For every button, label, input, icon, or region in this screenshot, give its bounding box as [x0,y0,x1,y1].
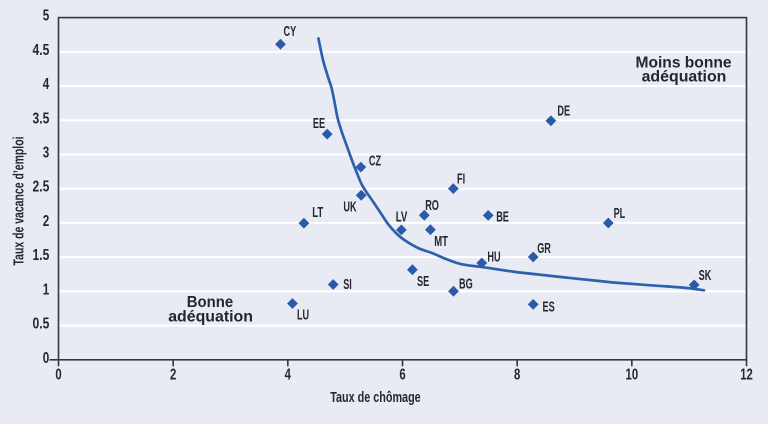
svg-text:PL: PL [614,206,626,222]
svg-text:FI: FI [457,172,465,188]
svg-text:adéquation: adéquation [168,309,253,326]
svg-text:3.5: 3.5 [33,110,50,127]
svg-text:2.5: 2.5 [33,179,50,196]
svg-text:0: 0 [43,350,50,367]
svg-text:CZ: CZ [369,154,381,170]
svg-text:10: 10 [626,367,639,384]
svg-text:8: 8 [514,367,520,384]
svg-text:Moins bonne: Moins bonne [636,54,732,71]
svg-text:0.5: 0.5 [33,316,50,333]
svg-text:Taux de chômage: Taux de chômage [330,389,421,406]
svg-text:0: 0 [55,367,61,384]
svg-text:EE: EE [313,116,325,132]
svg-text:SI: SI [343,277,352,293]
svg-text:4: 4 [285,367,291,384]
svg-text:4.5: 4.5 [33,42,50,59]
svg-text:ES: ES [543,300,555,316]
svg-text:GR: GR [537,241,551,257]
svg-text:LU: LU [297,308,309,324]
svg-text:6: 6 [399,367,405,384]
svg-text:4: 4 [43,76,50,93]
svg-text:1: 1 [43,281,50,298]
svg-text:12: 12 [740,367,753,384]
svg-text:UK: UK [343,200,356,216]
svg-text:3: 3 [43,145,50,162]
svg-text:1.5: 1.5 [33,247,50,264]
svg-text:BE: BE [496,210,509,226]
svg-text:MT: MT [434,234,448,250]
svg-text:CY: CY [284,24,297,40]
svg-text:HU: HU [487,250,500,266]
svg-text:2: 2 [43,213,50,230]
svg-text:BG: BG [459,276,473,292]
svg-text:2: 2 [170,367,176,384]
svg-text:RO: RO [425,198,439,214]
svg-text:Taux de vacance d’emploi: Taux de vacance d’emploi [12,137,28,266]
svg-text:Bonne: Bonne [187,294,234,311]
svg-text:LT: LT [312,205,323,221]
svg-text:SK: SK [699,268,712,284]
svg-text:adéquation: adéquation [642,69,727,86]
svg-text:LV: LV [396,210,408,226]
svg-text:5: 5 [43,8,50,25]
svg-text:DE: DE [557,104,570,120]
svg-text:SE: SE [417,274,429,290]
